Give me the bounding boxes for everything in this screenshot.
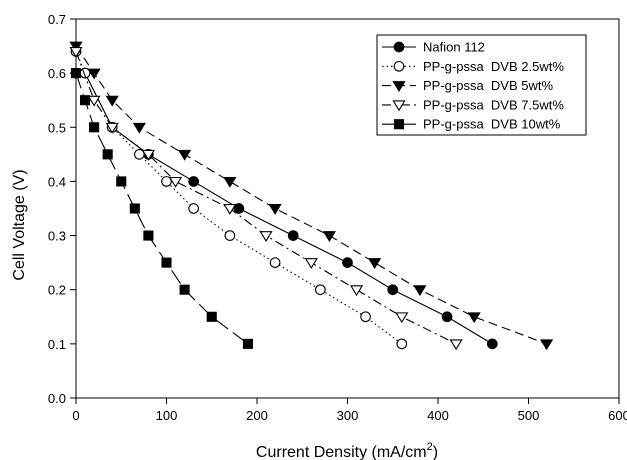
data-point bbox=[105, 122, 119, 134]
data-point bbox=[242, 338, 253, 349]
x-tick-label: 400 bbox=[427, 408, 449, 423]
data-point bbox=[87, 95, 101, 107]
data-point bbox=[387, 284, 399, 296]
data-point bbox=[269, 257, 281, 268]
data-point bbox=[116, 176, 127, 187]
data-point bbox=[188, 176, 199, 187]
data-point bbox=[259, 231, 273, 242]
legend-label: Nafion 112 bbox=[423, 40, 485, 55]
data-point bbox=[134, 149, 145, 160]
x-axis-title: Current Density (mA/cm2) bbox=[256, 441, 438, 460]
x-axis-title-main: Current Density (mA/cm bbox=[256, 444, 427, 460]
data-point bbox=[368, 258, 382, 270]
y-tick-label: 0.5 bbox=[48, 120, 66, 135]
data-point bbox=[349, 285, 364, 297]
data-point bbox=[132, 122, 146, 134]
legend-label: PP-g-pssa DVB 7.5wt% bbox=[423, 97, 564, 112]
x-tick-label: 100 bbox=[156, 408, 178, 423]
data-point bbox=[188, 203, 199, 214]
data-point bbox=[486, 338, 498, 350]
y-tick-label: 0.0 bbox=[48, 391, 66, 406]
data-point bbox=[70, 68, 82, 79]
series-line bbox=[75, 51, 403, 345]
data-point bbox=[178, 149, 192, 161]
data-series bbox=[69, 41, 554, 351]
data-point bbox=[224, 230, 236, 241]
data-point bbox=[69, 41, 83, 53]
legend-label: PP-g-pssa DVB 2.5wt% bbox=[423, 59, 564, 74]
data-point bbox=[540, 339, 554, 351]
y-tick-label: 0.7 bbox=[48, 12, 66, 27]
data-point bbox=[102, 149, 113, 160]
legend: Nafion 112 PP-g-pssa DVB 2.5wt% PP-g-pssa … bbox=[376, 34, 587, 136]
data-point bbox=[129, 203, 140, 214]
legend-marker bbox=[392, 100, 406, 112]
legend-label: PP-g-pssa DVB 10wt% bbox=[423, 117, 561, 132]
legend-entry: PP-g-pssa DVB 7.5wt% bbox=[382, 97, 564, 112]
data-point bbox=[304, 258, 318, 270]
data-point bbox=[396, 338, 408, 350]
series-pp-g-pssa-dvb-10wt bbox=[70, 68, 253, 349]
data-point bbox=[105, 95, 119, 107]
data-point bbox=[206, 311, 217, 322]
data-point bbox=[223, 176, 237, 188]
data-point bbox=[360, 311, 371, 323]
data-point bbox=[467, 312, 481, 324]
data-point bbox=[168, 176, 183, 188]
data-point bbox=[413, 285, 427, 297]
data-point bbox=[223, 204, 237, 215]
legend-label: PP-g-pssa DVB 5wt% bbox=[423, 78, 553, 93]
y-tick-label: 0.3 bbox=[48, 229, 66, 244]
legend-box bbox=[376, 34, 587, 136]
x-tick-label: 600 bbox=[608, 408, 627, 423]
data-point bbox=[233, 203, 245, 214]
data-point bbox=[441, 311, 453, 323]
series-pp-g-pssa-dvb-7-5wt bbox=[69, 47, 463, 351]
legend-entry: PP-g-pssa DVB 5wt% bbox=[382, 78, 553, 93]
x-tick-label: 300 bbox=[337, 408, 359, 423]
data-point bbox=[89, 122, 100, 133]
data-point bbox=[449, 339, 463, 351]
series-line bbox=[75, 45, 547, 345]
legend-marker bbox=[393, 41, 405, 53]
legend-marker bbox=[393, 119, 405, 130]
data-point bbox=[69, 47, 83, 58]
y-axis-title: Cell Voltage (V) bbox=[11, 169, 28, 280]
data-point bbox=[87, 68, 101, 80]
data-point bbox=[395, 312, 409, 324]
legend-marker bbox=[393, 60, 405, 72]
data-point bbox=[179, 284, 190, 295]
y-tick-label: 0.6 bbox=[48, 66, 66, 81]
data-point bbox=[143, 230, 154, 241]
x-axis-title-tail: ) bbox=[433, 444, 438, 460]
legend-marker bbox=[392, 81, 406, 92]
data-point bbox=[80, 95, 91, 106]
data-point bbox=[287, 230, 299, 241]
data-point bbox=[161, 257, 172, 268]
series-pp-g-pssa-dvb-2-5wt bbox=[70, 46, 408, 350]
x-tick-label: 500 bbox=[518, 408, 540, 423]
series-line bbox=[75, 72, 249, 345]
legend-entry: PP-g-pssa DVB 2.5wt% bbox=[382, 59, 564, 74]
x-tick-label: 0 bbox=[72, 408, 79, 423]
data-point bbox=[141, 149, 155, 161]
legend-entry: PP-g-pssa DVB 10wt% bbox=[382, 117, 561, 132]
series-pp-g-pssa-dvb-5wt bbox=[69, 41, 554, 351]
y-tick-label: 0.4 bbox=[48, 174, 66, 189]
x-tick-label: 200 bbox=[246, 408, 268, 423]
data-point bbox=[161, 176, 172, 187]
data-point bbox=[268, 204, 282, 215]
legend-entry: Nafion 112 bbox=[382, 40, 485, 55]
y-tick-label: 0.1 bbox=[48, 337, 66, 352]
data-point bbox=[322, 231, 336, 242]
y-tick-label: 0.2 bbox=[48, 283, 66, 298]
axis-ticks: 0 100 200 300 400 500 600 0.0 0.1 0.2 0.3 0.4 0.5 0.6… bbox=[48, 12, 627, 423]
data-point bbox=[315, 284, 326, 296]
x-axis-title-superscript: 2 bbox=[427, 441, 433, 453]
data-point bbox=[342, 257, 353, 268]
